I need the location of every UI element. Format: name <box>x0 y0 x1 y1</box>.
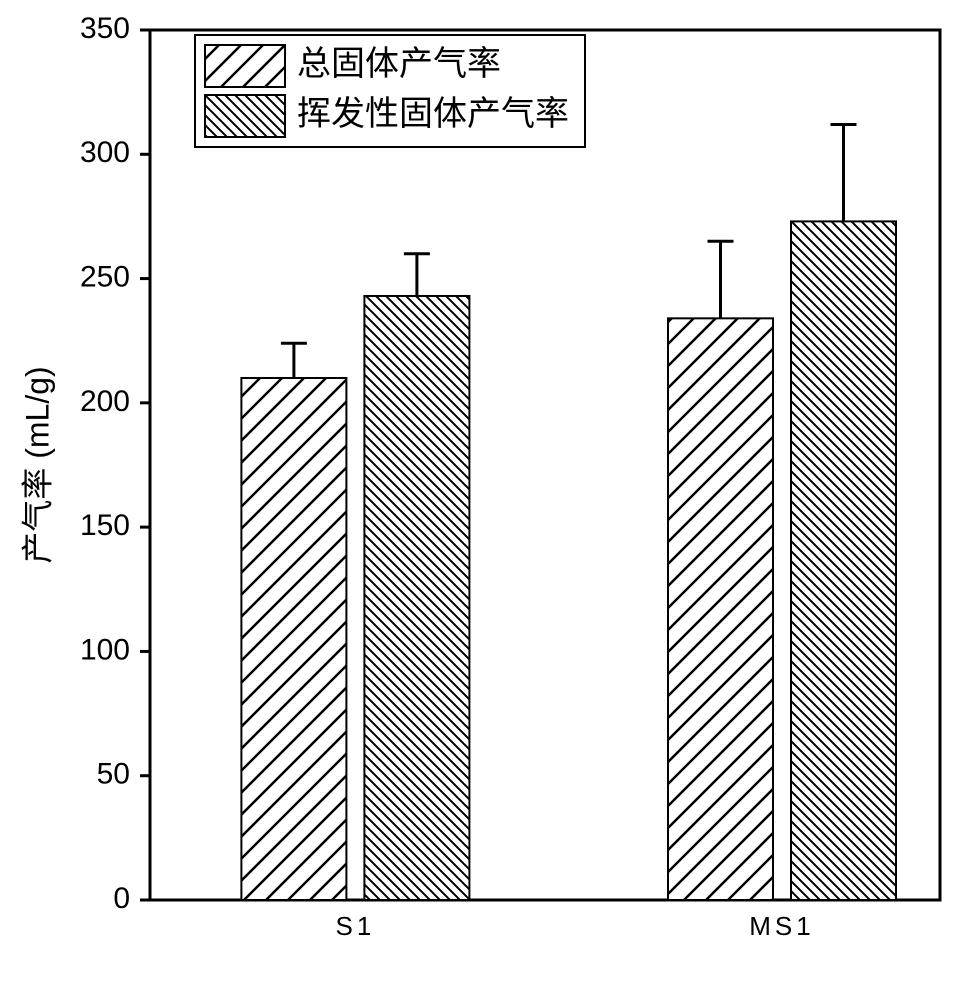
bar-chart: 0 50 100 150 200 250 300 350 产气率 (mL/g) S1 MS1 总固体产… <box>0 0 967 1000</box>
y-tick-label: 350 <box>80 12 130 45</box>
legend-swatch <box>205 45 285 87</box>
y-tick-label: 50 <box>97 758 130 791</box>
chart-container: 0 50 100 150 200 250 300 350 产气率 (mL/g) S1 MS1 总固体产… <box>0 0 967 1000</box>
legend-swatch <box>205 95 285 137</box>
x-tick-label: MS1 <box>749 911 814 941</box>
legend-label: 挥发性固体产气率 <box>297 95 569 133</box>
y-tick-label: 250 <box>80 260 130 293</box>
y-tick-label: 200 <box>80 385 130 418</box>
bar <box>364 296 469 900</box>
x-tick-label: S1 <box>335 911 375 941</box>
y-tick-label: 300 <box>80 136 130 169</box>
y-axis-label: 产气率 (mL/g) <box>19 366 55 563</box>
y-tick-label: 0 <box>113 882 130 915</box>
bar <box>241 378 346 900</box>
bar <box>668 318 773 900</box>
y-tick-label: 150 <box>80 509 130 542</box>
legend-label: 总固体产气率 <box>297 45 501 83</box>
bar <box>791 221 896 900</box>
y-tick-label: 100 <box>80 633 130 666</box>
